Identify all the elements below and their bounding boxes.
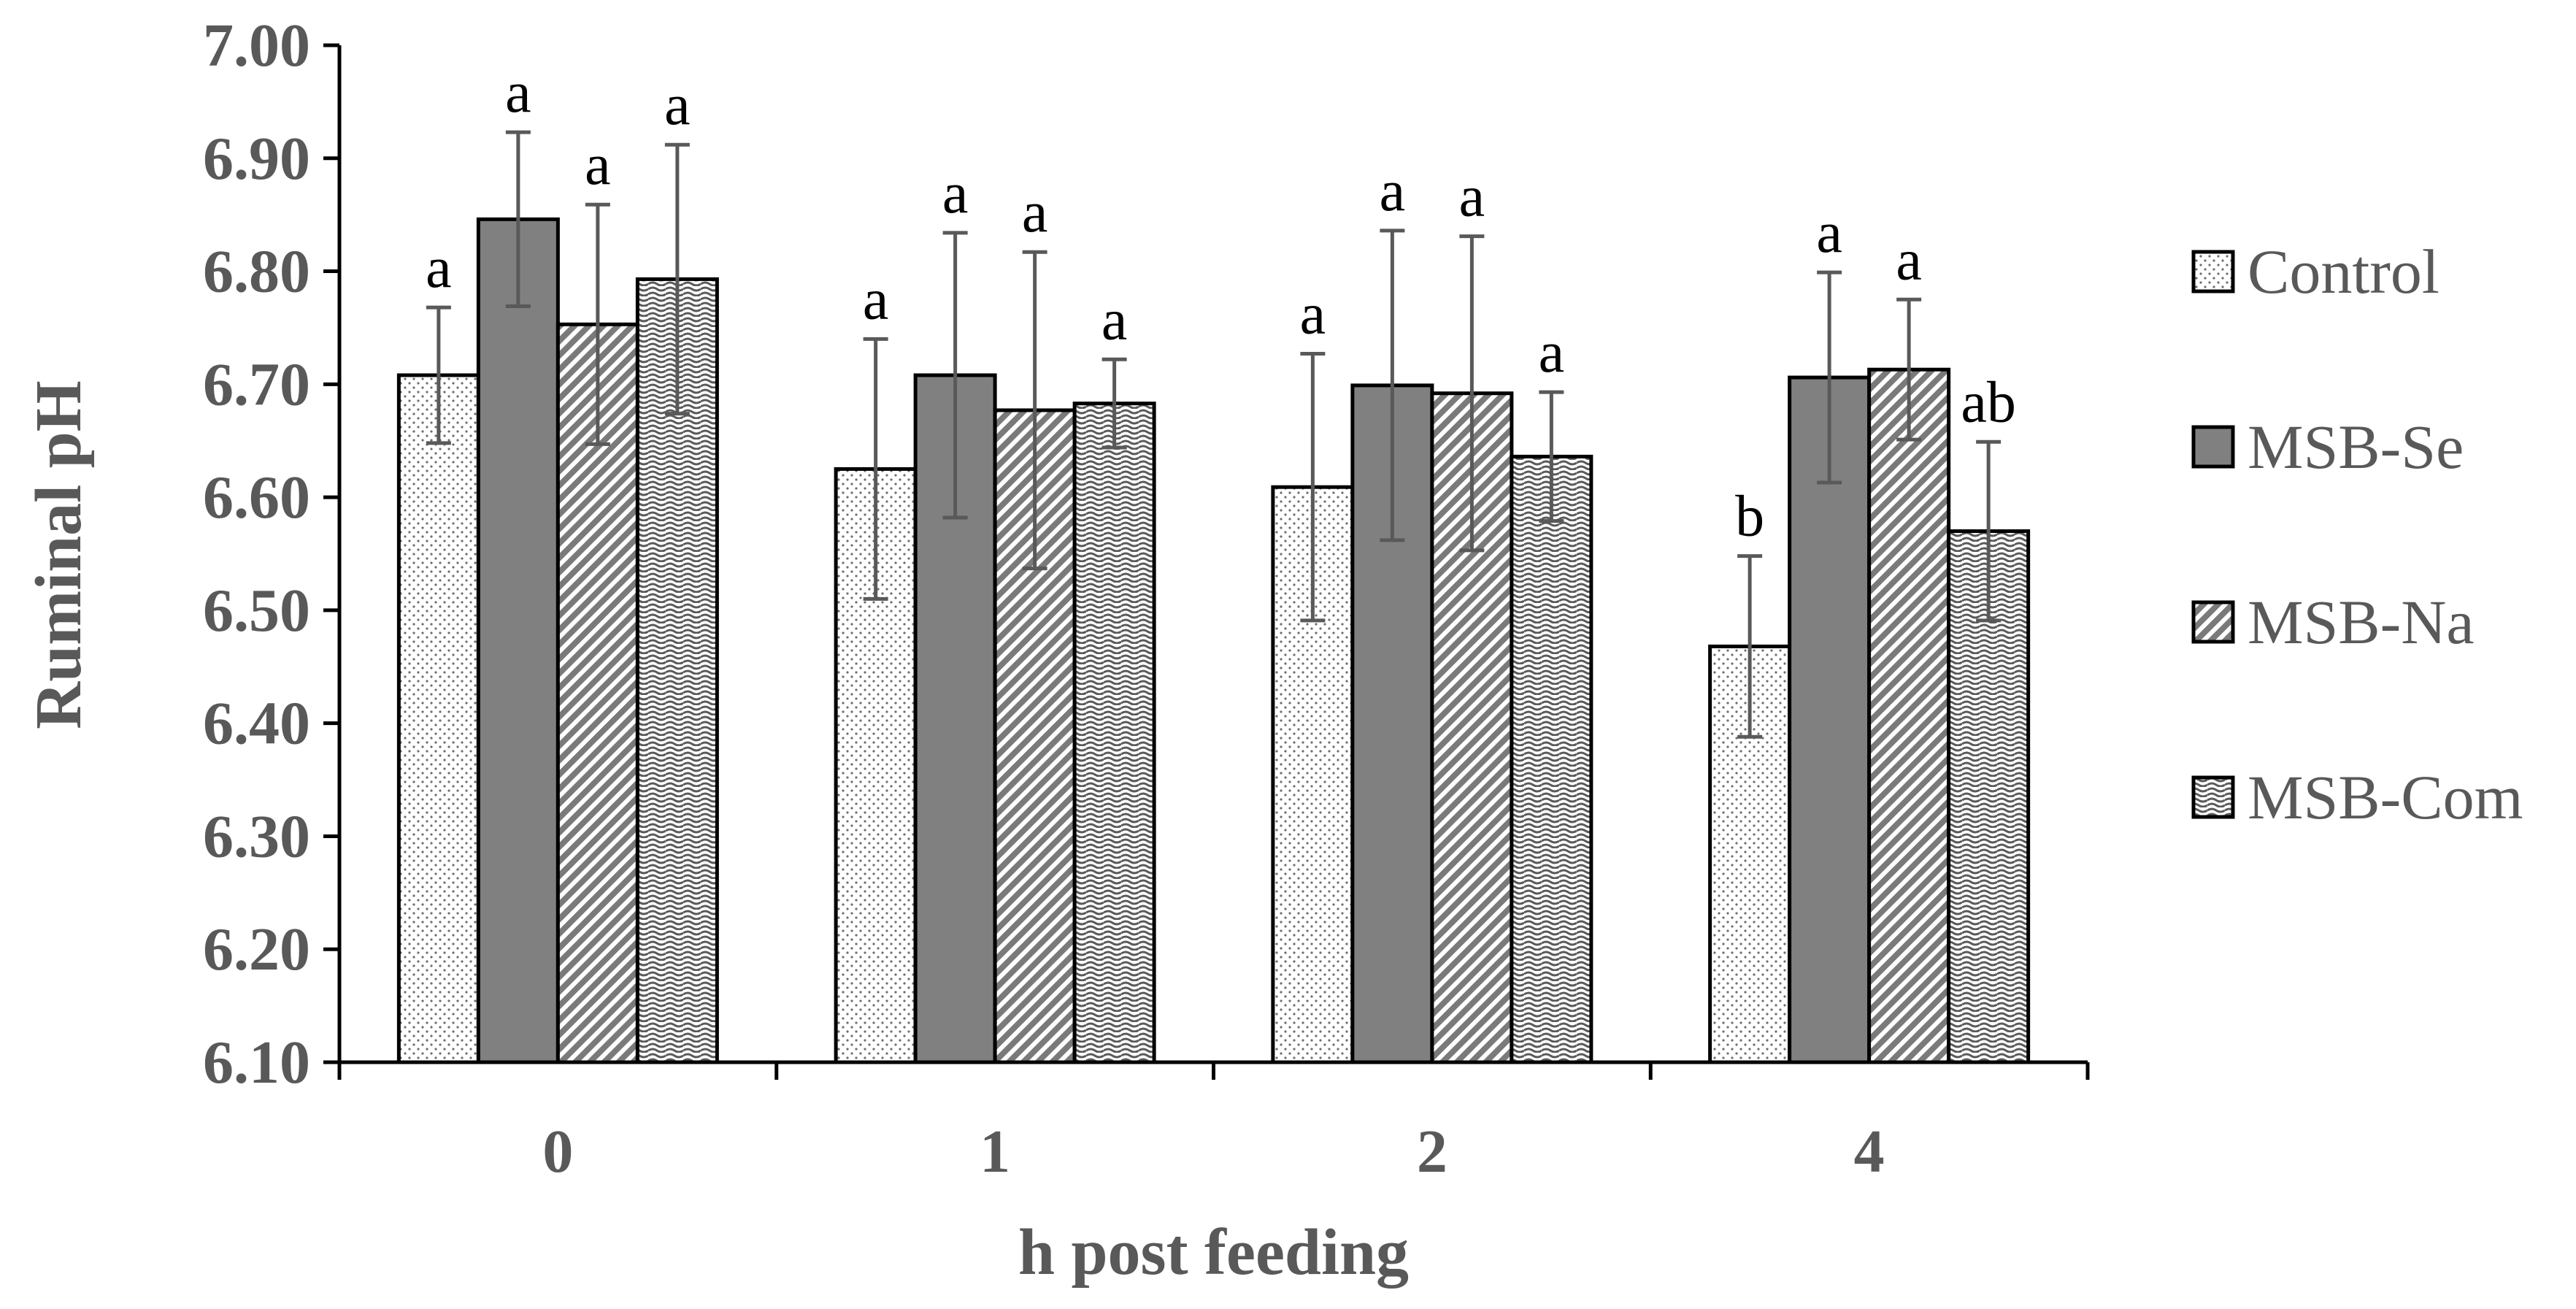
legend-swatch-msb-na xyxy=(2191,600,2235,644)
bar-msb-na-4 xyxy=(1867,367,1951,1064)
significance-letter: a xyxy=(585,133,611,197)
significance-letter: a xyxy=(1816,201,1842,265)
significance-letter: a xyxy=(1022,180,1048,245)
y-tick-label: 6.10 xyxy=(203,1029,310,1097)
y-axis-ticks: 6.10 6.20 6.30 6.40 6.50 6.60 6.70 6.80 6.90 7.00 xyxy=(203,12,339,1097)
legend-label-control: Control xyxy=(2248,237,2439,307)
error-bars-group xyxy=(426,130,2002,739)
bar-msb-com-0 xyxy=(635,277,719,1064)
significance-letter: b xyxy=(1735,485,1764,549)
significance-letter: a xyxy=(1896,228,1922,292)
y-tick-label: 7.00 xyxy=(203,12,310,80)
legend-label-msb-se: MSB-Se xyxy=(2248,412,2464,482)
y-tick-label: 6.20 xyxy=(203,915,310,983)
significance-letter: a xyxy=(505,61,531,125)
bar-control-0 xyxy=(396,373,480,1064)
bar-msb-com-1 xyxy=(1072,402,1156,1064)
x-tick-label: 4 xyxy=(1854,1118,1885,1186)
legend-label-msb-na: MSB-Na xyxy=(2248,587,2475,657)
x-axis-ticks: 0 1 2 4 xyxy=(337,1062,2090,1186)
significance-letter: a xyxy=(863,267,889,331)
x-axis-title: h post feeding xyxy=(1018,1216,1409,1289)
legend-swatch-msb-se xyxy=(2191,425,2235,469)
bar-msb-se-0 xyxy=(476,217,560,1064)
significance-letter: a xyxy=(1380,159,1406,223)
y-axis-title: Ruminal pH xyxy=(23,380,95,729)
y-tick-label: 6.70 xyxy=(203,350,310,418)
y-tick-label: 6.30 xyxy=(203,802,310,870)
legend-swatch-msb-com xyxy=(2191,775,2235,819)
y-tick-label: 6.80 xyxy=(203,238,310,306)
significance-letter: a xyxy=(1459,165,1485,229)
x-tick-label: 1 xyxy=(980,1118,1010,1186)
x-tick-label: 2 xyxy=(1417,1118,1447,1186)
significance-letter: a xyxy=(1539,320,1565,385)
y-tick-label: 6.60 xyxy=(203,464,310,531)
y-tick-label: 6.50 xyxy=(203,577,310,645)
legend: Control MSB-Se MSB-Na MSB-Com xyxy=(2191,237,2523,832)
significance-letter: a xyxy=(1300,283,1326,347)
significance-letter: a xyxy=(426,236,452,300)
bar-msb-com-2 xyxy=(1510,454,1593,1064)
y-tick-label: 6.90 xyxy=(203,125,310,193)
y-tick-label: 6.40 xyxy=(203,690,310,758)
significance-letter: a xyxy=(1101,288,1128,352)
plot-area: 6.10 6.20 6.30 6.40 6.50 6.60 6.70 6.80 6.90 7.00… xyxy=(203,12,2090,1186)
legend-swatch-control xyxy=(2191,250,2235,293)
legend-label-msb-com: MSB-Com xyxy=(2248,762,2523,832)
x-tick-label: 0 xyxy=(542,1118,573,1186)
significance-letter: ab xyxy=(1961,370,2016,434)
bars-group xyxy=(396,217,2031,1064)
significance-letter: a xyxy=(942,161,969,226)
significance-letter: a xyxy=(664,73,691,137)
